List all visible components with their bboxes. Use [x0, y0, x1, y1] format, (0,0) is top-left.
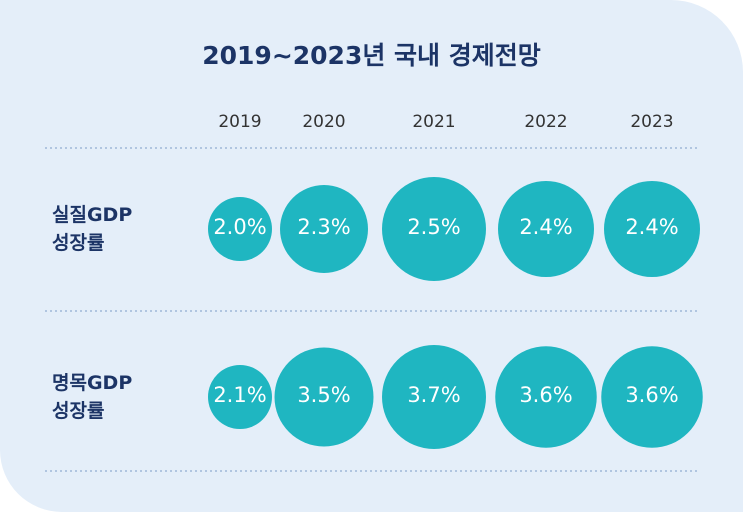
- bubble: [382, 345, 486, 449]
- bubble: [382, 177, 486, 281]
- bubble: [274, 347, 374, 447]
- row-label: 명목GDP 성장률: [52, 372, 133, 422]
- bubble: [208, 197, 272, 261]
- bubble: [495, 346, 597, 448]
- row-label: 실질GDP 성장률: [52, 204, 133, 254]
- column-header: 2022: [524, 112, 568, 132]
- bubble: [498, 181, 594, 277]
- value-label: 2.5%: [407, 215, 461, 239]
- column-header: 2019: [218, 112, 262, 132]
- value-label: 2.4%: [625, 215, 679, 239]
- column-header: 2021: [412, 112, 456, 132]
- chart-title: 2019~2023년 국내 경제전망: [202, 41, 541, 70]
- value-label: 2.3%: [297, 215, 351, 239]
- value-label: 2.0%: [213, 215, 267, 239]
- column-header: 2020: [302, 112, 346, 132]
- value-label: 3.6%: [519, 383, 573, 407]
- value-label: 2.1%: [213, 383, 267, 407]
- column-header: 2023: [630, 112, 674, 132]
- bubble: [280, 185, 368, 273]
- value-label: 3.5%: [297, 383, 351, 407]
- bubble: [604, 181, 700, 277]
- value-label: 3.7%: [407, 383, 461, 407]
- bubble: [601, 346, 703, 448]
- value-label: 3.6%: [625, 383, 679, 407]
- value-label: 2.4%: [519, 215, 573, 239]
- bubble: [208, 365, 272, 429]
